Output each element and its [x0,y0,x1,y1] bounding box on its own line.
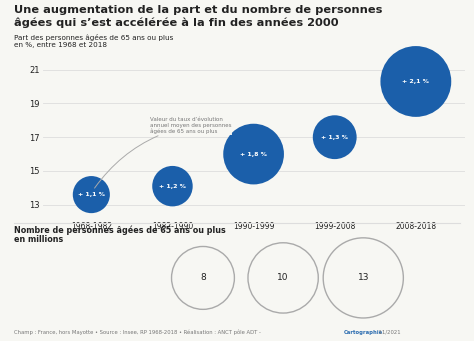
Point [250,151,257,157]
Text: âgées qui s’est accélérée à la fin des années 2000: âgées qui s’est accélérée à la fin des a… [14,18,339,28]
Point [169,183,176,189]
Text: en millions: en millions [14,235,64,244]
Text: + 1,1 %: + 1,1 % [78,192,105,197]
Text: en %, entre 1968 et 2018: en %, entre 1968 et 2018 [14,42,107,48]
Text: Champ : France, hors Mayotte • Source : Insee, RP 1968-2018 • Réalisation : ANCT: Champ : France, hors Mayotte • Source : … [14,329,263,335]
Text: 13: 13 [357,273,369,282]
Text: Valeur du taux d’évolution
annuel moyen des personnes
âgées de 65 ans ou plus: Valeur du taux d’évolution annuel moyen … [94,117,231,188]
Text: 8: 8 [200,273,206,282]
Text: Nombre de personnes âgées de 65 ans ou plus: Nombre de personnes âgées de 65 ans ou p… [14,226,226,235]
Text: + 1,3 %: + 1,3 % [321,135,348,140]
Text: + 1,8 %: + 1,8 % [240,152,267,157]
Text: Cartographie: Cartographie [344,330,383,335]
Text: Une augmentation de la part et du nombre de personnes: Une augmentation de la part et du nombre… [14,5,383,15]
Text: 11/2021: 11/2021 [377,330,401,335]
Text: Part des personnes âgées de 65 ans ou plus: Part des personnes âgées de 65 ans ou pl… [14,34,173,41]
Text: + 1,2 %: + 1,2 % [159,184,186,189]
Text: + 2,1 %: + 2,1 % [402,79,429,84]
Point [331,134,338,140]
Text: 10: 10 [277,273,289,282]
Point [412,79,419,84]
Point [88,192,95,197]
